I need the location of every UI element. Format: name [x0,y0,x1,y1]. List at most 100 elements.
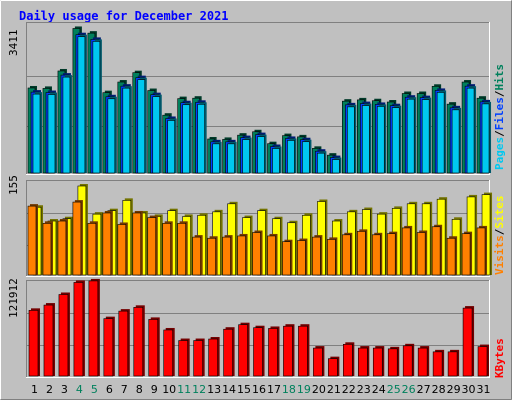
legend-entry: Visits [493,235,506,275]
bar-kbytes-day-1 [28,310,39,377]
x-tick-label-day-14: 14 [222,383,236,396]
x-tick-label-day-20: 20 [312,383,326,396]
bar-sites-day-12 [192,236,201,276]
legend-entry: Pages [493,137,506,170]
bar-pages-day-27 [421,99,430,174]
bar-pages-day-19 [302,141,310,174]
bar-sites-day-9 [147,217,157,276]
bar-pages-day-13 [212,143,220,174]
bar-sites-day-20 [312,236,321,276]
bar-pages-day-29 [451,109,460,174]
bar-pages-day-2 [47,94,56,174]
x-tick-label-day-16: 16 [252,383,266,396]
bar-kbytes-day-31 [477,346,488,377]
bar-pages-day-4 [77,36,86,174]
bar-kbytes-day-2 [43,304,54,377]
x-tick-label-day-25: 25 [387,383,401,396]
bar-kbytes-day-21 [328,358,338,377]
x-tick-label-day-4: 4 [76,383,83,396]
bar-pages-day-21 [332,159,340,174]
bar-kbytes-day-18 [283,325,293,377]
legend-kbytes: KBytes [493,338,506,378]
x-tick-label-day-8: 8 [136,383,143,396]
chart-title: Daily usage for December 2021 [19,9,229,23]
bar-kbytes-day-7 [118,310,129,377]
legend-hits-files-pages: Pages/Files/Hits [493,64,506,170]
bar-pages-day-11 [182,104,190,174]
y-max-label-kbytes: 121912 [7,278,20,318]
x-tick-label-day-1: 1 [31,383,38,396]
legend-entry: / [493,90,506,97]
bar-sites-day-6 [102,212,112,276]
x-tick-label-day-27: 27 [417,383,431,396]
x-tick-label-day-29: 29 [447,383,461,396]
x-tick-label-day-24: 24 [372,383,386,396]
legend-entry: KBytes [493,338,506,378]
bar-pages-day-1 [32,93,41,174]
bar-pages-day-31 [481,103,490,174]
bar-pages-day-20 [317,152,325,174]
bar-sites-day-26 [401,227,411,276]
bar-sites-day-29 [446,237,456,276]
x-tick-label-day-26: 26 [402,383,416,396]
bar-kbytes-day-27 [417,347,428,377]
bar-sites-day-28 [431,226,441,276]
bar-sites-day-4 [72,201,82,276]
bar-kbytes-day-3 [58,294,69,377]
bar-pages-day-5 [92,41,101,174]
bar-sites-day-27 [416,232,426,276]
x-tick-label-day-13: 13 [207,383,221,396]
bar-sites-day-30 [461,233,471,276]
bar-pages-day-10 [167,120,176,174]
bar-sites-day-1 [27,205,37,276]
bar-kbytes-day-8 [133,307,144,377]
bar-kbytes-day-11 [178,340,188,377]
bar-sites-day-21 [327,239,336,276]
bar-kbytes-day-28 [432,351,443,377]
bar-kbytes-day-30 [462,307,473,377]
bar-kbytes-day-14 [223,328,233,377]
bar-pages-day-17 [272,148,280,174]
bar-sites-day-7 [117,224,127,276]
bar-sites-day-13 [207,237,216,276]
bar-sites-day-15 [237,235,246,276]
bar-kbytes-day-12 [193,340,203,377]
x-tick-label-day-5: 5 [91,383,98,396]
y-max-label-hits: 3411 [7,30,20,57]
bar-kbytes-day-4 [73,282,84,377]
bar-kbytes-day-10 [163,329,174,377]
bar-kbytes-day-20 [313,347,323,377]
x-tick-label-day-21: 21 [327,383,341,396]
bar-kbytes-day-16 [253,327,263,377]
bar-kbytes-day-24 [372,347,383,377]
bar-kbytes-day-17 [268,328,278,377]
x-tick-label-day-30: 30 [462,383,476,396]
x-tick-label-day-18: 18 [282,383,296,396]
bar-pages-day-26 [406,98,415,174]
legend-entry: / [493,130,506,137]
bar-kbytes-day-13 [208,338,218,377]
bar-sites-day-18 [282,241,291,276]
bar-pages-day-18 [287,140,295,174]
bar-kbytes-day-22 [343,344,353,377]
legend-entry: Hits [493,64,506,91]
bar-sites-day-3 [57,220,67,276]
x-tick-label-day-6: 6 [106,383,113,396]
legend-entry: / [493,228,506,235]
bar-sites-day-8 [132,212,142,276]
x-tick-label-day-9: 9 [151,383,158,396]
bar-pages-day-12 [197,104,205,174]
bar-sites-day-10 [162,223,172,276]
x-tick-label-day-22: 22 [342,383,356,396]
bar-pages-day-22 [347,106,355,174]
bar-kbytes-day-15 [238,324,248,377]
x-tick-label-day-17: 17 [267,383,281,396]
bar-sites-day-24 [371,234,381,276]
x-tick-label-day-10: 10 [162,383,176,396]
bar-kbytes-day-29 [447,351,458,377]
bar-sites-day-11 [177,223,186,276]
legend-entry: Files [493,97,506,130]
legend-entry: Sites [493,196,506,229]
